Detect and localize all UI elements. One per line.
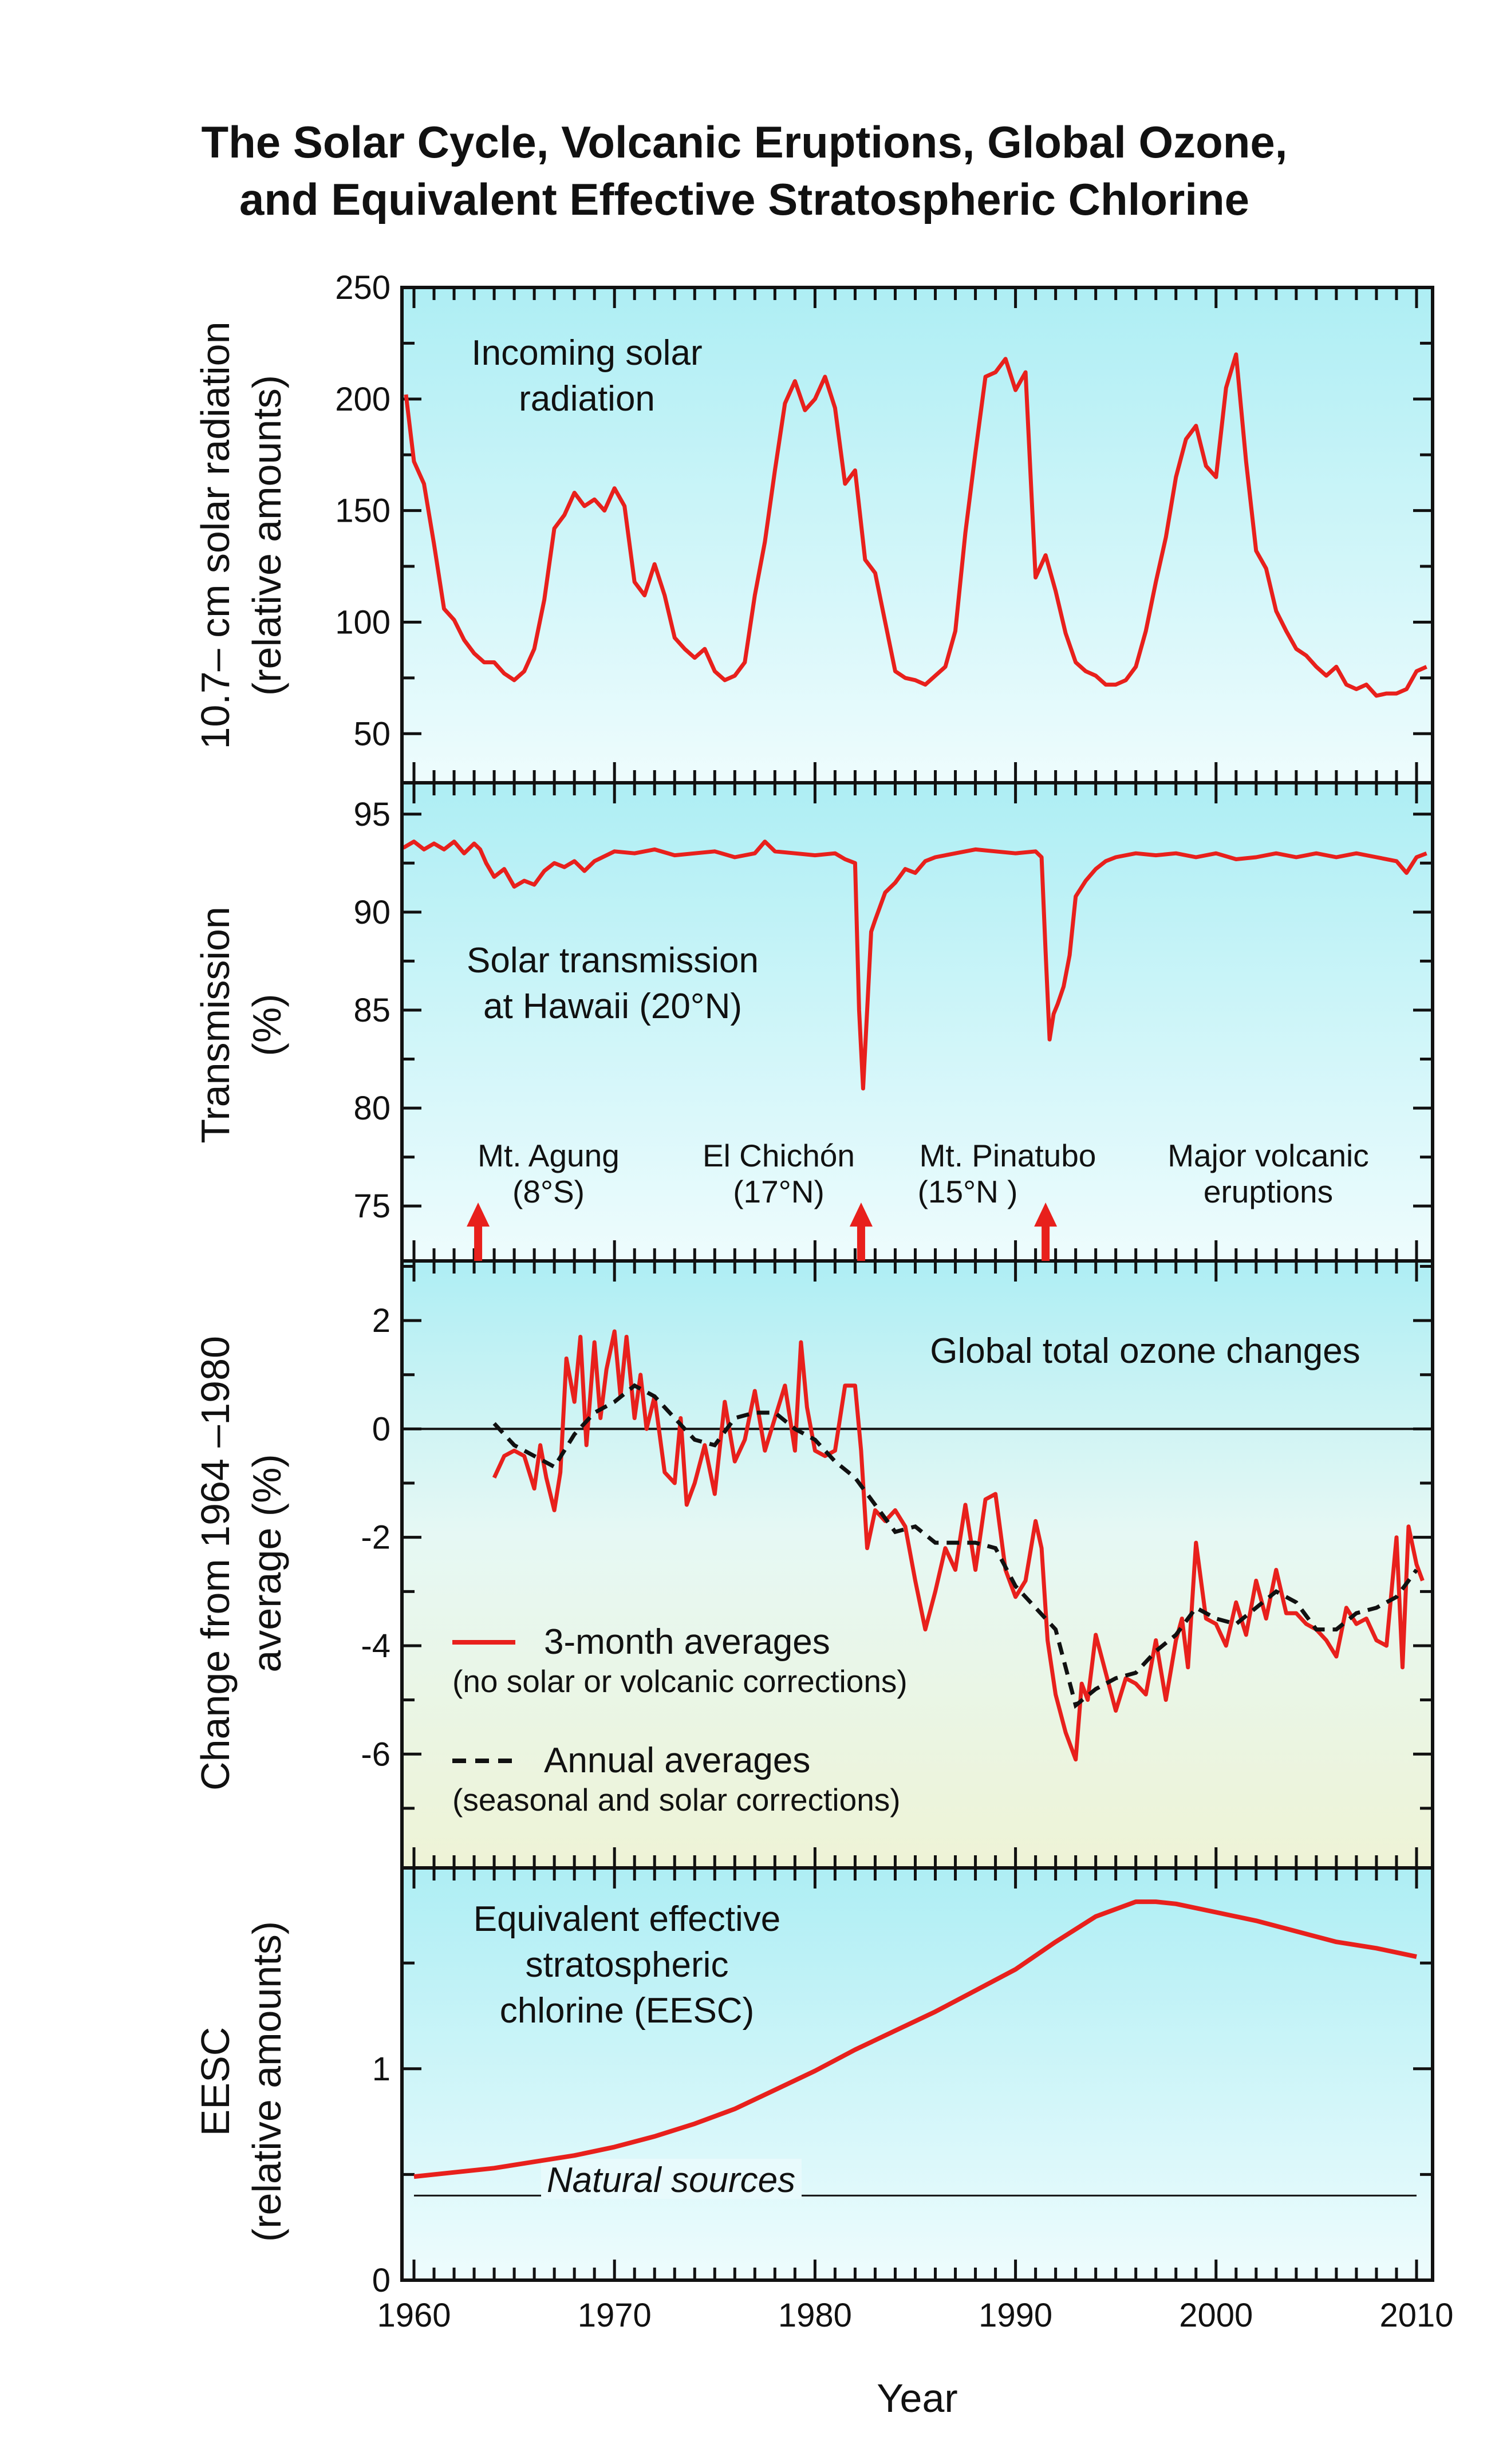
transmission-y-tick-label: 90	[353, 894, 390, 931]
x-tick-label: 2000	[1179, 2297, 1253, 2334]
plot-frame	[400, 286, 1434, 2282]
agung-lat: (8°S)	[512, 1174, 585, 1209]
eesc-panel-background	[402, 1868, 1433, 2280]
eesc-y-tick-label: 0	[372, 2262, 390, 2299]
transmission-y-tick-label: 80	[353, 1090, 390, 1127]
ozone-y-tick-label: -6	[361, 1736, 390, 1773]
natural-sources-label-gap	[541, 2159, 802, 2199]
transmission-annotation-line1: Solar transmission	[467, 941, 759, 980]
transmission-ylabel-line1: Transmission	[193, 906, 238, 1144]
agung-label: Mt. Agung	[478, 1138, 620, 1173]
solar-panel-background	[402, 287, 1433, 783]
solar-annotation-line2: radiation	[519, 379, 655, 419]
ozone-y-tick-label: 2	[372, 1302, 390, 1339]
solar-y-tick-label: 200	[335, 381, 390, 418]
ozone-annotation: Global total ozone changes	[930, 1331, 1360, 1371]
transmission-ylabel-line2: (%)	[244, 994, 289, 1056]
transmission-series	[402, 839, 1427, 1091]
eruption-arrows	[467, 1203, 1058, 1261]
pinatubo-lat: (15°N )	[918, 1174, 1018, 1209]
solar-ylabel-line2: (relative amounts)	[244, 375, 289, 696]
solar-y-tick-label: 150	[335, 492, 390, 530]
eesc-ylabel-line1: EESC	[193, 2027, 238, 2136]
transmission-y-tick-label: 95	[353, 796, 390, 833]
ozone-ylabel-line1: Change from 1964 –1980	[193, 1336, 238, 1791]
ozone-panel-background	[402, 1261, 1433, 1868]
chart-title-line1: The Solar Cycle, Volcanic Eruptions, Glo…	[202, 117, 1288, 167]
eruption-arrow-head	[849, 1203, 873, 1227]
ozone-ylabel-line2: average (%)	[244, 1454, 289, 1672]
ozone-y-tick-label: -4	[361, 1627, 390, 1665]
eruption-arrow-head	[467, 1203, 490, 1227]
solar-y-tick-label: 250	[335, 269, 390, 306]
ozone-y-tick-label: 0	[372, 1410, 390, 1448]
eesc-y-tick-label: 1	[372, 2051, 390, 2088]
x-tick-labels: 1960 1970 1980 1990 2000 2010	[377, 2297, 1453, 2334]
solar-y-tick-label: 100	[335, 604, 390, 641]
x-tick-label: 2010	[1379, 2297, 1453, 2334]
eruption-arrow-head	[1034, 1203, 1058, 1227]
eesc-series	[413, 1899, 1417, 2179]
ozone-annual-series	[492, 1383, 1418, 1709]
ozone-3-month-series	[492, 1329, 1425, 1762]
chart-title-line2: and Equivalent Effective Stratospheric C…	[239, 174, 1249, 224]
x-axis-label: Year	[877, 2376, 957, 2420]
legend-dashed-line2: (seasonal and solar corrections)	[452, 1782, 901, 1818]
chichon-label: El Chichón	[703, 1138, 855, 1173]
solar-radiation-series	[404, 352, 1427, 698]
transmission-y-tick-label: 75	[353, 1188, 390, 1225]
eesc-annotation-line2: stratospheric	[526, 1945, 729, 1985]
transmission-y-tick-label: 85	[353, 992, 390, 1029]
eesc-annotation-line3: chlorine (EESC)	[500, 1991, 754, 2031]
major-eruptions-label-line1: Major volcanic	[1167, 1138, 1369, 1173]
legend-dashed-line1: Annual averages	[544, 1741, 810, 1780]
eesc-ylabel-line2: (relative amounts)	[244, 1921, 289, 2242]
solar-y-tick-label: 50	[353, 715, 390, 752]
legend-solid-line2: (no solar or volcanic corrections)	[452, 1663, 908, 1699]
major-eruptions-label-line2: eruptions	[1204, 1174, 1333, 1209]
tick-marks	[402, 286, 1433, 2282]
legend-solid-line1: 3-month averages	[544, 1622, 830, 1662]
pinatubo-label: Mt. Pinatubo	[920, 1138, 1096, 1173]
x-tick-label: 1960	[377, 2297, 451, 2334]
x-tick-label: 1980	[778, 2297, 852, 2334]
ozone-y-tick-label: -2	[361, 1519, 390, 1556]
x-tick-label: 1970	[578, 2297, 652, 2334]
x-tick-label: 1990	[979, 2297, 1052, 2334]
transmission-annotation-line2: at Hawaii (20°N)	[483, 987, 742, 1026]
eesc-annotation-line1: Equivalent effective	[474, 1899, 781, 1939]
natural-sources-label: Natural sources	[547, 2161, 795, 2200]
solar-ylabel-line1: 10.7– cm solar radiation	[193, 321, 238, 749]
solar-annotation-line1: Incoming solar	[471, 333, 702, 373]
y-tick-labels: 250 200 150 100 50 95 90 85 80 75 2 0 -2 -4 -6 1 0	[335, 269, 390, 2299]
chichon-lat: (17°N)	[733, 1174, 825, 1209]
